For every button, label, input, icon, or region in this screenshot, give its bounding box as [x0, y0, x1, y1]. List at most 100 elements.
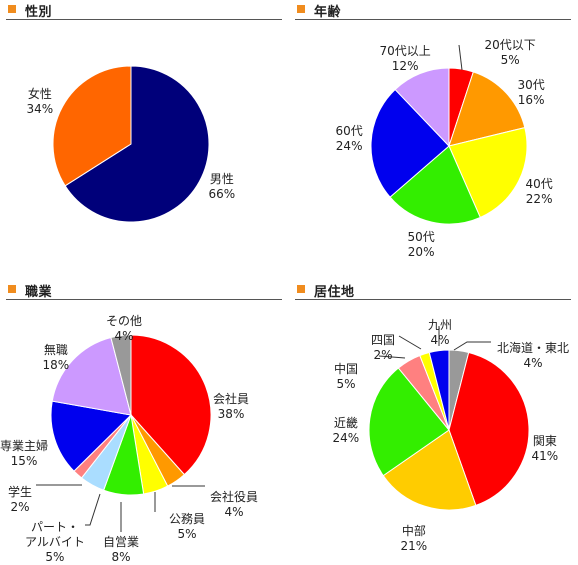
- age-slice-3: [389, 145, 481, 225]
- occupation-label-1: 会社役員 4%: [210, 490, 258, 520]
- occupation-label-pct-2: 5%: [177, 527, 197, 541]
- residence-header-square-icon: [297, 285, 305, 293]
- residence-label-2: 中部 21%: [401, 524, 428, 554]
- residence-label-name-6: 九州: [428, 318, 453, 332]
- gender-pie-chart: [52, 65, 210, 223]
- residence-label-name-2: 中部: [401, 524, 426, 538]
- occupation-label-pct-7: 18%: [42, 358, 70, 372]
- occupation-label-6: 専業主婦 15%: [0, 439, 48, 469]
- age-leader-line-0: [458, 44, 463, 71]
- age-label-4: 60代 24%: [336, 124, 363, 154]
- residence-slice-6: [428, 349, 450, 431]
- age-label-pct-5: 12%: [391, 59, 419, 73]
- occupation-pie-chart: [36, 334, 212, 532]
- residence-label-pct-6: 4%: [430, 333, 450, 347]
- occupation-label-name-5: 学生: [8, 485, 33, 499]
- residence-header-rule: [295, 299, 571, 300]
- age-panel: 年齢 20代以下 5% 30代 16% 40代 22% 50代 20% 60代 24% 70代以上 12…: [289, 0, 578, 280]
- residence-label-pct-3: 24%: [332, 431, 360, 445]
- occupation-slice-0: [130, 334, 212, 476]
- occupation-label-2: 公務員 5%: [169, 512, 205, 542]
- age-title: 年齢: [314, 5, 342, 20]
- age-label-1: 30代 16%: [518, 78, 545, 108]
- occupation-label-pct-5: 2%: [10, 500, 30, 514]
- gender-header-rule: [6, 19, 282, 20]
- age-label-name-1: 30代: [517, 78, 545, 92]
- gender-label-name-1: 女性: [27, 87, 52, 101]
- occupation-label-pct-0: 38%: [217, 407, 245, 421]
- occupation-label-3: 自営業 8%: [103, 535, 139, 565]
- occupation-label-name-1: 会社役員: [210, 490, 259, 504]
- age-label-pct-4: 24%: [335, 139, 363, 153]
- gender-label-pct-0: 66%: [208, 187, 236, 201]
- gender-label-1: 女性 34%: [27, 87, 54, 117]
- occupation-header-square-icon: [8, 285, 16, 293]
- residence-label-pct-4: 5%: [336, 377, 356, 391]
- age-header-square-icon: [297, 5, 305, 13]
- residence-slice-2: [382, 429, 477, 511]
- age-label-pct-0: 5%: [500, 53, 520, 67]
- occupation-slice-6: [50, 400, 133, 472]
- occupation-label-pct-1: 4%: [224, 505, 244, 519]
- occupation-leader-line-4: [85, 493, 101, 526]
- age-slice-1: [448, 71, 526, 147]
- gender-title: 性別: [25, 5, 53, 20]
- occupation-slice-7: [51, 336, 132, 416]
- age-label-name-5: 70代以上: [379, 44, 431, 58]
- residence-leader-line-4: [378, 355, 406, 359]
- age-label-pct-2: 22%: [525, 192, 553, 206]
- occupation-panel: 職業 会社員 38% 会社役員 4% 公務員 5% 自営業 8% パート・ アルバイト 5% 学生 2% 専…: [0, 280, 289, 564]
- occupation-title: 職業: [25, 285, 53, 300]
- occupation-label-name-4-0: パート・: [30, 520, 79, 534]
- gender-label-0: 男性 66%: [209, 172, 236, 202]
- age-slice-5: [394, 67, 450, 148]
- residence-label-name-0: 北海道・東北: [497, 341, 570, 355]
- age-label-2: 40代 22%: [526, 177, 553, 207]
- residence-slice-3: [368, 367, 450, 477]
- occupation-label-name-8: その他: [106, 314, 143, 328]
- gender-header-square-icon: [8, 5, 16, 13]
- residence-panel: 居住地 北海道・東北 4% 関東 41% 中部 21% 近畿 24% 中国 5% 四国 2% 九州 4%: [289, 280, 578, 560]
- occupation-label-name-4-1: アルバイト: [25, 535, 85, 549]
- age-label-5: 70代以上 12%: [380, 44, 431, 74]
- age-label-pct-3: 20%: [407, 245, 435, 259]
- occupation-label-name-0: 会社員: [213, 392, 250, 406]
- occupation-label-pct-6: 15%: [10, 454, 38, 468]
- age-label-name-2: 40代: [525, 177, 553, 191]
- residence-label-pct-1: 41%: [531, 449, 559, 463]
- residence-label-name-5: 四国: [371, 333, 396, 347]
- occupation-label-name-7: 無職: [43, 343, 68, 357]
- residence-label-name-3: 近畿: [333, 416, 358, 430]
- residence-label-pct-0: 4%: [523, 356, 543, 370]
- age-header-rule: [295, 19, 571, 20]
- occupation-label-5: 学生 2%: [8, 485, 32, 515]
- gender-label-pct-1: 34%: [26, 102, 54, 116]
- age-slice-4: [370, 88, 450, 198]
- occupation-slice-8: [110, 334, 132, 416]
- residence-label-6: 九州 4%: [428, 318, 452, 348]
- residence-label-3: 近畿 24%: [333, 416, 360, 446]
- gender-panel: 性別男性 66% 女性 34%: [0, 0, 289, 280]
- residence-label-pct-5: 2%: [373, 348, 393, 362]
- age-label-name-4: 60代: [335, 124, 363, 138]
- age-label-name-0: 20代以下: [484, 38, 536, 52]
- residence-label-pct-2: 21%: [400, 539, 428, 553]
- age-label-3: 50代 20%: [408, 230, 435, 260]
- age-label-name-3: 50代: [407, 230, 435, 244]
- residence-label-0: 北海道・東北 4%: [497, 341, 569, 371]
- occupation-label-name-6: 専業主婦: [0, 439, 49, 453]
- residence-label-4: 中国 5%: [334, 362, 358, 392]
- age-slice-2: [448, 127, 528, 219]
- occupation-label-pct-4: 5%: [45, 550, 65, 564]
- residence-slice-1: [448, 351, 530, 506]
- gender-slice-0: [64, 65, 210, 223]
- occupation-label-name-2: 公務員: [169, 512, 206, 526]
- age-label-0: 20代以下 5%: [485, 38, 536, 68]
- residence-title: 居住地: [314, 285, 355, 300]
- occupation-label-name-3: 自営業: [103, 535, 140, 549]
- occupation-label-pct-8: 4%: [114, 329, 134, 343]
- residence-label-5: 四国 2%: [371, 333, 395, 363]
- gender-label-name-0: 男性: [209, 172, 234, 186]
- age-label-pct-1: 16%: [517, 93, 545, 107]
- occupation-header-rule: [6, 299, 282, 300]
